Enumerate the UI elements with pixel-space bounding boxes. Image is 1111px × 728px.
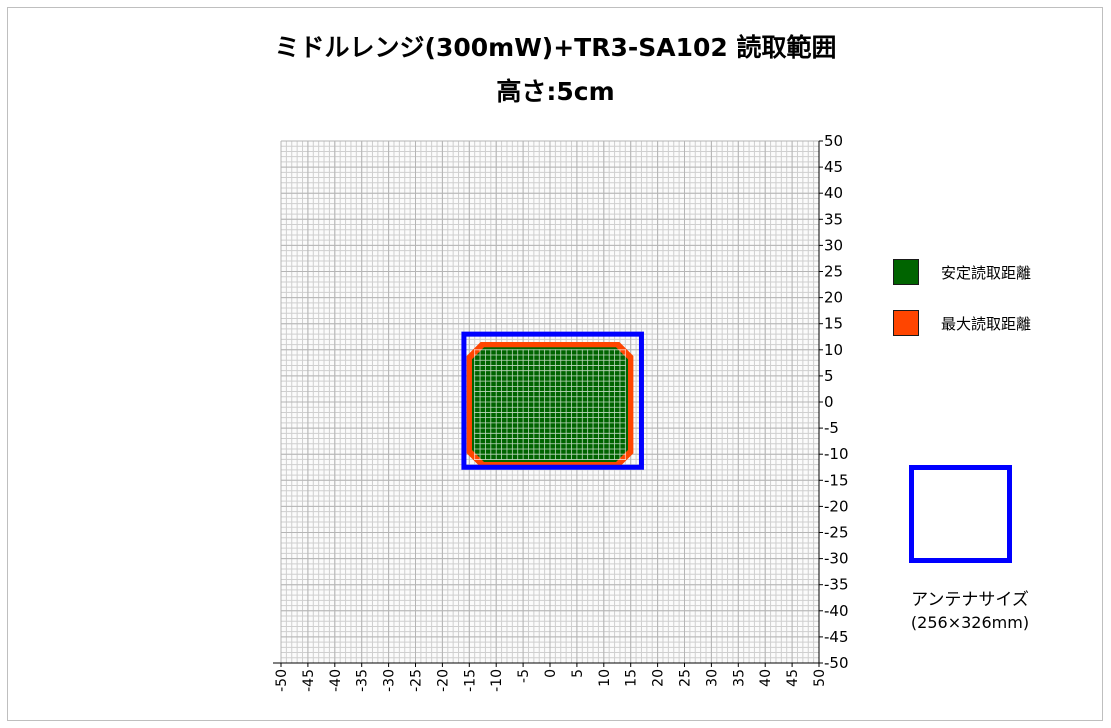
y-tick-label: 45	[824, 158, 843, 176]
x-tick-label: -10	[489, 669, 505, 692]
x-tick-label: 30	[704, 669, 720, 687]
x-tick-label: 35	[731, 669, 747, 687]
x-tick-label: 5	[570, 669, 586, 678]
x-tick-label: 25	[678, 669, 694, 687]
y-tick-label: -10	[824, 445, 849, 463]
x-tick-label: -25	[409, 669, 425, 692]
x-tick-label: 50	[812, 669, 828, 687]
legend-item-max: 最大読取距離	[893, 310, 1031, 336]
x-tick-label: 15	[624, 669, 640, 687]
legend-item-stable: 安定読取距離	[893, 259, 1031, 285]
x-tick-label: -45	[301, 669, 317, 692]
y-tick-label: 0	[824, 393, 834, 411]
y-tick-label: 50	[824, 132, 843, 150]
x-tick-label: -20	[435, 669, 451, 692]
chart-title: ミドルレンジ(300mW)+TR3-SA102 読取範囲	[274, 33, 837, 62]
series-stable-grid	[473, 349, 627, 461]
x-tick-label: -5	[516, 669, 532, 683]
x-tick-label: -30	[382, 669, 398, 692]
y-tick-label: -15	[824, 471, 849, 489]
y-tick-label: 40	[824, 184, 843, 202]
chart-subtitle: 高さ:5cm	[496, 77, 615, 106]
y-tick-label: 5	[824, 367, 834, 385]
x-tick-label: 20	[651, 669, 667, 687]
y-tick-label: 10	[824, 341, 843, 359]
legend-swatch-stable	[893, 259, 919, 285]
x-tick-label: -15	[462, 669, 478, 692]
x-tick-label: -40	[328, 669, 344, 692]
legend-label-stable: 安定読取距離	[941, 263, 1032, 282]
legend-label-max: 最大読取距離	[941, 314, 1032, 333]
y-tick-label: -45	[824, 628, 849, 646]
y-tick-label: 30	[824, 236, 843, 254]
y-tick-label: -20	[824, 497, 849, 515]
antenna-label: アンテナサイズ	[911, 590, 1029, 610]
y-tick-label: 25	[824, 263, 843, 281]
y-tick-label: 20	[824, 289, 843, 307]
y-tick-label: -50	[824, 654, 849, 672]
y-tick-label: -35	[824, 576, 849, 594]
y-tick-label: -40	[824, 602, 849, 620]
x-tick-label: -50	[274, 669, 290, 692]
y-tick-label: -25	[824, 524, 849, 542]
y-tick-label: 35	[824, 210, 843, 228]
x-tick-label: 0	[543, 669, 559, 678]
x-tick-label: -35	[355, 669, 371, 692]
y-tick-label: -5	[824, 419, 839, 437]
y-tick-label: -30	[824, 550, 849, 568]
x-tick-label: 45	[785, 669, 801, 687]
x-tick-label: 10	[597, 669, 613, 687]
antenna-outline	[461, 331, 644, 470]
x-tick-label: 40	[758, 669, 774, 687]
antenna-size-icon	[909, 465, 1012, 563]
y-tick-label: 15	[824, 315, 843, 333]
antenna-size: (256×326mm)	[910, 613, 1030, 632]
legend-swatch-max	[893, 310, 919, 336]
